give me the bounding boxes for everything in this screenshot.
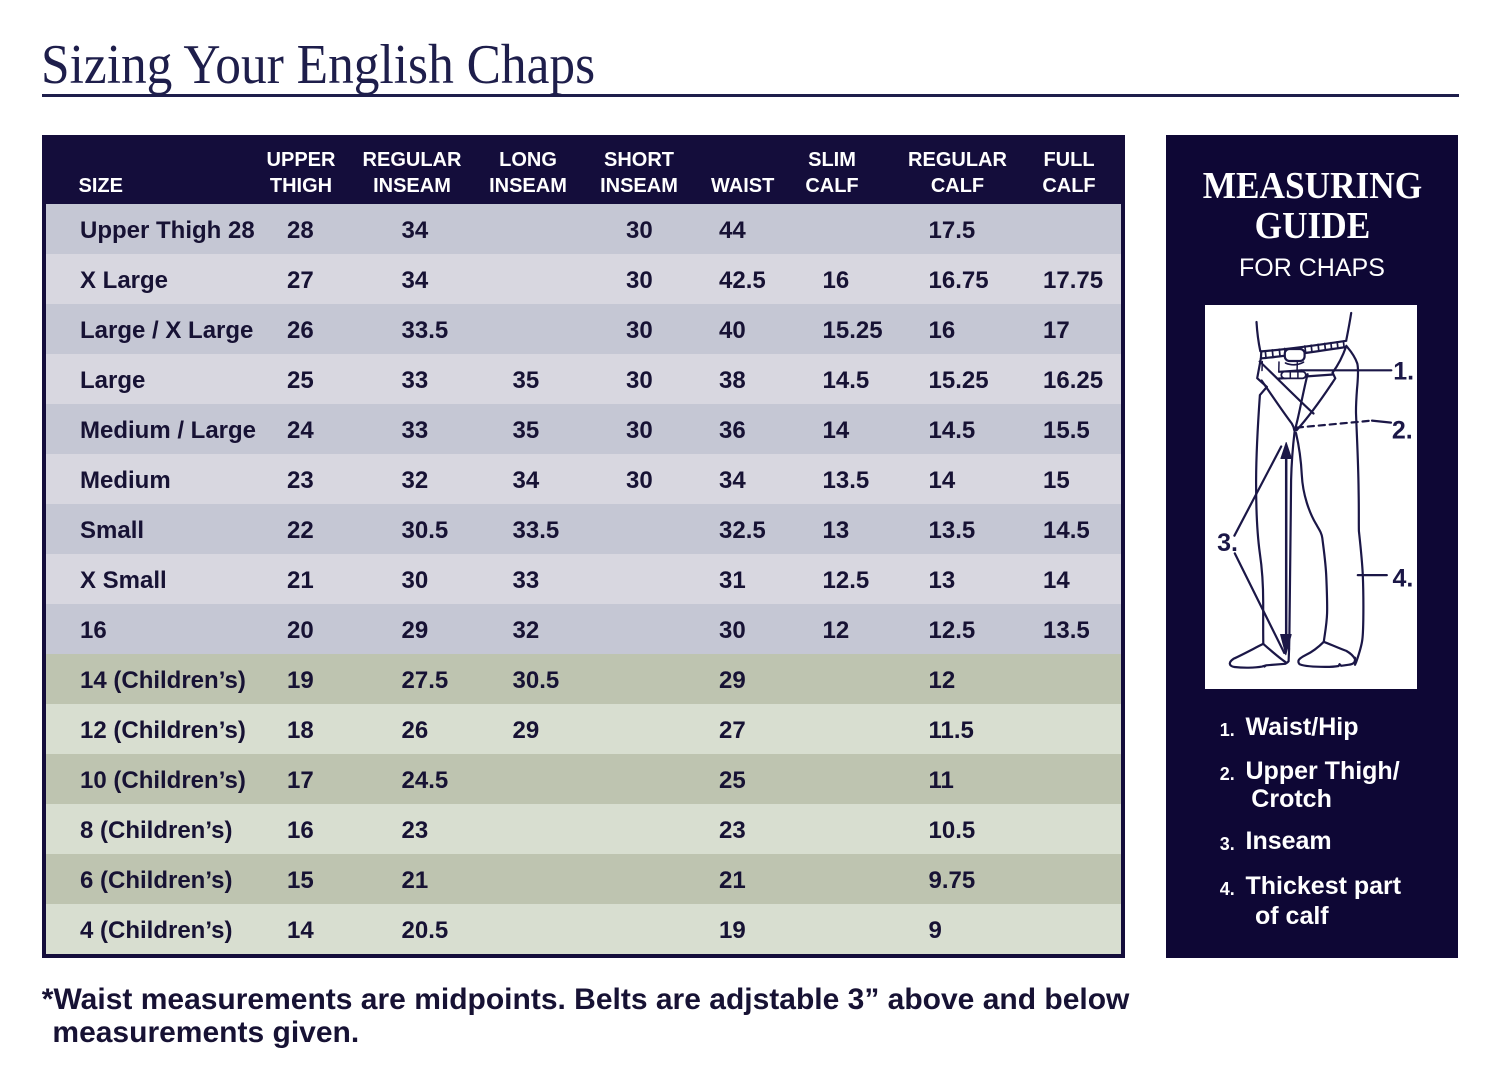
svg-text:1.: 1. [1393,358,1414,386]
svg-text:4.: 4. [1392,565,1413,593]
svg-text:2.: 2. [1392,416,1413,444]
svg-text:3.: 3. [1217,529,1238,557]
